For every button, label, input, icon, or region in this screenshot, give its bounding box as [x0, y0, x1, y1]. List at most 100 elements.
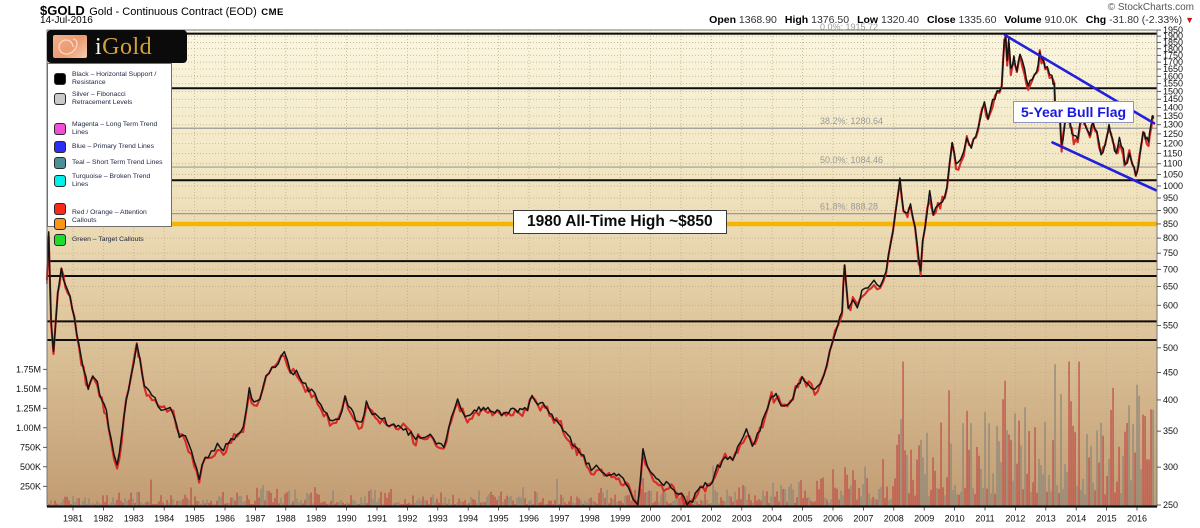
volume-bar — [860, 496, 862, 506]
volume-bar — [226, 503, 228, 506]
volume-bar — [1076, 486, 1078, 506]
volume-bar — [548, 500, 550, 506]
volume-bar — [206, 499, 208, 506]
volume-bar — [844, 467, 846, 506]
volume-bar — [192, 504, 194, 506]
volume-bar — [662, 492, 664, 506]
volume-bar — [306, 492, 308, 506]
price-axis-label: 500 — [1163, 343, 1178, 353]
volume-bar — [528, 501, 530, 506]
volume-bar — [958, 494, 960, 506]
legend-color-swatch — [54, 93, 66, 105]
volume-bar — [530, 499, 532, 506]
volume-bar — [598, 492, 600, 506]
volume-bar — [968, 449, 970, 506]
year-axis-label: 1997 — [549, 514, 569, 524]
volume-bar — [588, 498, 590, 506]
volume-bar — [74, 501, 76, 506]
volume-bar — [334, 503, 336, 506]
volume-bar — [484, 502, 486, 506]
volume-bar — [436, 498, 438, 506]
volume-bar — [298, 502, 300, 506]
volume-bar — [720, 497, 722, 506]
volume-bar — [950, 443, 952, 506]
volume-bar — [236, 492, 238, 506]
volume-bar — [408, 502, 410, 506]
volume-bar — [328, 503, 330, 506]
volume-bar — [288, 490, 290, 506]
volume-bar — [1060, 394, 1062, 506]
volume-bar — [382, 504, 384, 506]
volume-bar — [450, 504, 452, 506]
volume-bar — [1140, 469, 1142, 506]
volume-bar — [908, 493, 910, 506]
all-time-high-callout: 1980 All-Time High ~$850 — [513, 210, 727, 234]
year-axis-label: 1983 — [124, 514, 144, 524]
volume-bar — [600, 487, 602, 506]
volume-bar — [152, 503, 154, 506]
volume-bar — [1096, 430, 1098, 506]
volume-bar — [884, 497, 886, 506]
volume-bar — [122, 502, 124, 506]
price-axis-label: 1600 — [1163, 71, 1183, 81]
legend-item-label: Black – Horizontal Support / Resistance — [72, 71, 157, 86]
price-axis-label: 1450 — [1163, 94, 1183, 104]
volume-bar — [90, 504, 92, 506]
volume-bar — [380, 491, 382, 506]
volume-bar — [82, 501, 84, 506]
volume-bar — [584, 500, 586, 506]
volume-bar — [954, 484, 956, 506]
ticker-symbol: $GOLD — [40, 3, 85, 18]
volume-bar — [396, 502, 398, 506]
quote-value: -31.80 (-2.33%) — [1106, 14, 1183, 26]
volume-bar — [1100, 422, 1102, 506]
volume-bar — [914, 495, 916, 506]
volume-bar — [1152, 409, 1154, 506]
volume-bar — [336, 502, 338, 506]
volume-bar — [630, 500, 632, 506]
volume-bar — [434, 501, 436, 506]
volume-bar — [464, 500, 466, 506]
volume-bar — [1132, 423, 1134, 506]
volume-bar — [1124, 431, 1126, 506]
year-axis-label: 2001 — [671, 514, 691, 524]
volume-bar — [282, 503, 284, 506]
fib-label: 38.2%: 1280.64 — [820, 116, 883, 126]
volume-axis-label: 500K — [20, 462, 41, 472]
volume-bar — [374, 490, 376, 506]
volume-bar — [744, 486, 746, 506]
volume-bar — [1106, 475, 1108, 506]
legend-item: Green – Target Callouts — [54, 234, 166, 246]
volume-bar — [1144, 416, 1146, 506]
volume-bar — [678, 497, 680, 506]
volume-bar — [746, 499, 748, 506]
year-axis-label: 1981 — [63, 514, 83, 524]
volume-bar — [158, 501, 160, 506]
volume-bar — [974, 493, 976, 506]
volume-bar — [186, 497, 188, 506]
volume-bar — [888, 500, 890, 506]
volume-bar — [926, 432, 928, 506]
year-axis-label: 1996 — [519, 514, 539, 524]
volume-bar — [640, 488, 642, 506]
plot-background — [47, 30, 1157, 507]
volume-bar — [346, 502, 348, 506]
volume-bar — [378, 498, 380, 506]
volume-bar — [406, 503, 408, 506]
year-axis-label: 1988 — [276, 514, 296, 524]
volume-bar — [1116, 481, 1118, 506]
volume-axis-label: 1.00M — [16, 423, 41, 433]
volume-bar — [468, 503, 470, 506]
quote-value: 910.0K — [1041, 14, 1078, 26]
quote-label: Chg — [1085, 14, 1107, 26]
trendline-bull-flag-lower — [1051, 141, 1158, 192]
volume-bar — [786, 501, 788, 506]
volume-bar — [970, 423, 972, 506]
volume-bar — [268, 490, 270, 506]
volume-bar — [836, 488, 838, 506]
volume-bar — [634, 489, 636, 506]
volume-bar — [314, 487, 316, 506]
legend-item: Magenta – Long Term Trend Lines — [54, 121, 166, 137]
volume-bar — [126, 500, 128, 506]
